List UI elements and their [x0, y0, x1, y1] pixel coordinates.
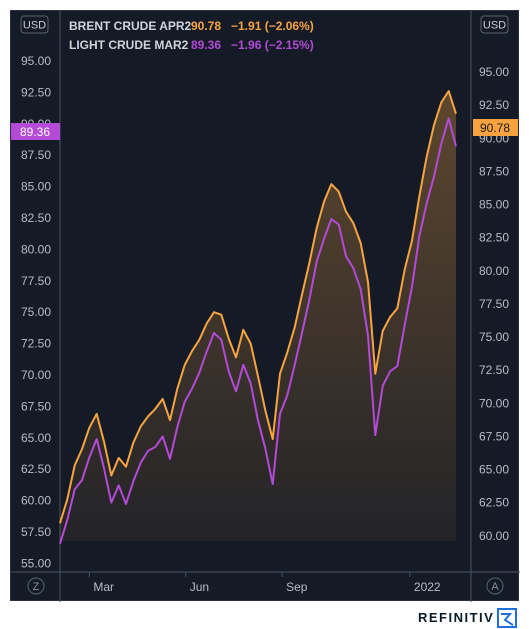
x-tick-label: Mar — [93, 580, 114, 594]
left-tick-label: 72.50 — [21, 337, 51, 351]
right-tick-label: 87.50 — [479, 164, 509, 178]
left-unit-label: USD — [20, 15, 49, 34]
right-tick-label: 80.00 — [479, 264, 509, 278]
left-tick-label: 65.00 — [21, 431, 51, 445]
right-unit-text: USD — [483, 20, 506, 32]
legend-light-name: LIGHT CRUDE MAR2 — [69, 38, 189, 52]
left-tick-label: 77.50 — [21, 274, 51, 288]
left-tick-label: 75.00 — [21, 305, 51, 319]
brent-price-tag: 90.78 — [473, 119, 518, 136]
left-tick-label: 80.00 — [21, 242, 51, 256]
right-tick-label: 72.50 — [479, 363, 509, 377]
brent-area-fill — [60, 91, 456, 541]
x-axis-ticks: Mar Jun Sep 2022 — [88, 572, 441, 594]
right-tick-label: 62.50 — [479, 496, 509, 510]
right-tick-label: 70.00 — [479, 396, 509, 410]
auto-scale-control-label: A — [491, 581, 499, 593]
left-tick-label: 87.50 — [21, 148, 51, 162]
x-tick-label: Jun — [190, 580, 209, 594]
left-tick-label: 55.00 — [21, 556, 51, 570]
right-tick-label: 85.00 — [479, 198, 509, 212]
x-tick-label: 2022 — [414, 580, 441, 594]
legend-brent-value: 90.78 — [191, 19, 221, 33]
price-chart[interactable]: USD USD BRENT CRUDE APR2 90.78 −1.91 (−2… — [11, 11, 520, 602]
legend-light-value: 89.36 — [191, 38, 221, 52]
right-tick-label: 67.50 — [479, 429, 509, 443]
right-tick-label: 65.00 — [479, 463, 509, 477]
left-tick-label: 62.50 — [21, 462, 51, 476]
right-tick-label: 82.50 — [479, 231, 509, 245]
left-tick-label: 92.50 — [21, 85, 51, 99]
left-tick-label: 67.50 — [21, 399, 51, 413]
zoom-control-label: Z — [33, 581, 40, 593]
left-tick-label: 95.00 — [21, 54, 51, 68]
left-tick-label: 82.50 — [21, 211, 51, 225]
legend-light-change: −1.96 (−2.15%) — [231, 38, 314, 52]
refinitiv-logo-icon — [497, 608, 517, 628]
series-line-brent-crude — [59, 90, 457, 524]
right-tick-label: 60.00 — [479, 529, 509, 543]
x-tick-label: Sep — [286, 580, 308, 594]
zoom-control[interactable]: Z — [27, 577, 45, 595]
left-unit-text: USD — [23, 20, 46, 32]
legend-brent-change: −1.91 (−2.06%) — [231, 19, 314, 33]
brand-logo-text: REFINITIV — [418, 610, 495, 625]
chart-panel: USD USD BRENT CRUDE APR2 90.78 −1.91 (−2… — [10, 10, 520, 602]
right-unit-label: USD — [480, 15, 509, 34]
right-tick-label: 75.00 — [479, 330, 509, 344]
light-price-tag-text: 89.36 — [20, 125, 50, 139]
light-price-tag: 89.36 — [11, 123, 60, 140]
brent-price-tag-text: 90.78 — [480, 121, 510, 135]
left-tick-label: 57.50 — [21, 525, 51, 539]
right-tick-label: 95.00 — [479, 65, 509, 79]
legend-brent-name: BRENT CRUDE APR2 — [69, 19, 192, 33]
legend: BRENT CRUDE APR2 90.78 −1.91 (−2.06%) LI… — [69, 19, 314, 52]
left-tick-label: 70.00 — [21, 368, 51, 382]
right-tick-label: 77.50 — [479, 297, 509, 311]
left-tick-label: 85.00 — [21, 180, 51, 194]
right-tick-label: 92.50 — [479, 98, 509, 112]
auto-scale-control[interactable]: A — [486, 577, 504, 595]
right-axis-ticks: 95.0092.5090.0087.5085.0082.5080.0077.50… — [479, 65, 509, 543]
left-tick-label: 60.00 — [21, 494, 51, 508]
